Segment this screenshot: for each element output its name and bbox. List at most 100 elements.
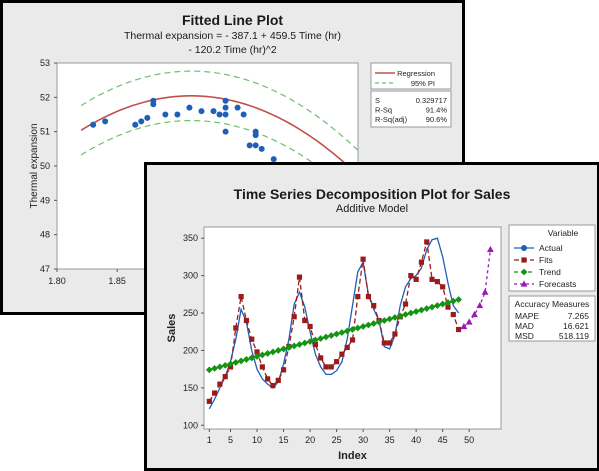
ts-xtick-label: 45 — [438, 435, 448, 445]
ts-trend-marker — [349, 326, 356, 333]
ts-trend-marker — [338, 329, 346, 336]
ts-trend-marker — [301, 339, 309, 347]
ts-fits-marker — [408, 273, 414, 279]
fit-stat-value: 90.6% — [426, 115, 448, 124]
ts-xlabel: Index — [338, 450, 368, 462]
ts-fits-marker — [371, 302, 377, 309]
fit-data-point — [258, 145, 265, 152]
fit-data-point — [186, 104, 193, 111]
fit-data-point — [252, 142, 259, 149]
ts-legend-fits-label: Fits — [539, 255, 553, 265]
ts-fits-marker — [381, 340, 387, 346]
ts-fits-marker — [339, 351, 345, 357]
fit-ytick-label: 48 — [40, 230, 50, 240]
ts-trend-marker — [232, 359, 240, 366]
ts-trend-marker — [333, 330, 340, 338]
ts-trend-marker — [311, 336, 319, 344]
fit-pi-upper — [80, 70, 358, 152]
ts-actual-line — [208, 237, 460, 410]
ts-trend-marker — [407, 309, 415, 317]
ts-accuracy-title: Accuracy Measures — [515, 299, 590, 309]
ts-fits-marker — [222, 374, 228, 380]
ts-accuracy-label: MSD — [515, 331, 534, 341]
ts-trend-marker — [306, 338, 314, 345]
fit-xtick-label: 1.85 — [108, 276, 126, 286]
ts-fits-marker — [217, 381, 223, 387]
ts-fits-marker — [429, 276, 435, 282]
ts-accuracy-value: 518.119 — [559, 331, 589, 341]
ts-trend-marker — [418, 306, 425, 314]
fit-legend-regression-label: Regression — [397, 69, 435, 78]
ts-accuracy-box — [508, 295, 596, 342]
ts-fits-marker — [249, 336, 255, 342]
ts-xtick-label: 30 — [358, 435, 368, 445]
ts-xtick-label: 25 — [332, 435, 342, 445]
ts-accuracy-label: MAPE — [515, 311, 539, 321]
ts-fits-marker — [344, 344, 350, 351]
ts-trend-marker — [380, 317, 388, 324]
ts-fits-marker — [243, 317, 250, 324]
fit-stat-label: S — [375, 96, 380, 105]
fit-data-point — [90, 121, 97, 128]
time-series-window: Time Series Decomposition Plot for Sales… — [144, 162, 599, 471]
ts-xtick-label: 40 — [411, 435, 421, 445]
ts-title: Time Series Decomposition Plot for Sales — [233, 186, 511, 202]
ts-xtick-label: 5 — [228, 435, 233, 445]
fit-data-point — [210, 108, 217, 115]
ts-xtick-label: 15 — [279, 435, 289, 445]
ts-trend-marker — [269, 348, 277, 356]
ts-accuracy-value: 7.265 — [568, 311, 590, 321]
ts-legend-fits-marker — [521, 257, 527, 263]
ts-trend-marker — [449, 297, 457, 305]
ts-fits-marker — [307, 323, 313, 330]
ts-trend-marker — [370, 320, 378, 327]
ts-fits-marker — [450, 311, 456, 318]
fit-ytick-label: 53 — [40, 58, 50, 68]
ts-fits-marker — [296, 274, 303, 280]
ts-fits-marker — [259, 364, 265, 370]
fit-stat-label: R-Sq(adj) — [375, 115, 408, 124]
ts-trend-marker — [412, 308, 420, 315]
ts-ytick-label: 150 — [183, 383, 198, 393]
ts-trend-marker — [375, 318, 383, 326]
ts-fits-marker — [323, 364, 329, 370]
ts-xtick-label: 1 — [207, 435, 212, 445]
fit-data-point — [222, 111, 229, 118]
ts-legend-actual-marker — [521, 245, 527, 251]
fit-legend-box — [370, 62, 452, 90]
ts-legend-title: Variable — [548, 228, 579, 238]
ts-xtick-label: 10 — [252, 435, 262, 445]
fit-data-point — [246, 142, 253, 149]
ts-accuracy-value: 16.621 — [563, 321, 589, 331]
ts-fits-marker — [254, 349, 260, 355]
fit-stats-box — [370, 90, 452, 128]
ts-trend-marker — [433, 302, 441, 309]
ts-fits-marker — [349, 337, 356, 343]
ts-fits-marker — [318, 355, 324, 361]
ts-trend-marker — [343, 327, 351, 335]
ts-trend-marker — [285, 344, 293, 351]
ts-fits-marker — [413, 276, 419, 282]
ts-forecasts-marker — [465, 318, 473, 325]
ts-subtitle: Additive Model — [335, 203, 409, 215]
fit-title: Fitted Line Plot — [181, 12, 284, 28]
fit-curves — [80, 70, 358, 201]
ts-trend-marker — [280, 345, 287, 353]
fit-data-point — [240, 111, 247, 118]
fit-ylabel: Thermal expansion — [29, 123, 40, 208]
ts-fits-marker — [365, 293, 372, 300]
ts-xtick-label: 35 — [385, 435, 395, 445]
ts-forecasts-marker — [471, 310, 478, 318]
ts-trend-marker — [455, 296, 462, 303]
ts-trend-marker — [205, 366, 213, 374]
ts-ytick-label: 200 — [183, 345, 198, 355]
fit-data-point — [150, 101, 157, 108]
ts-fits-marker — [328, 364, 334, 370]
ts-trend-marker — [322, 333, 330, 341]
fit-data-point — [144, 114, 151, 121]
ts-fits-marker — [275, 377, 281, 383]
fit-data-point — [102, 118, 109, 125]
fit-data-point — [252, 132, 259, 139]
ts-trend-marker — [354, 324, 362, 332]
